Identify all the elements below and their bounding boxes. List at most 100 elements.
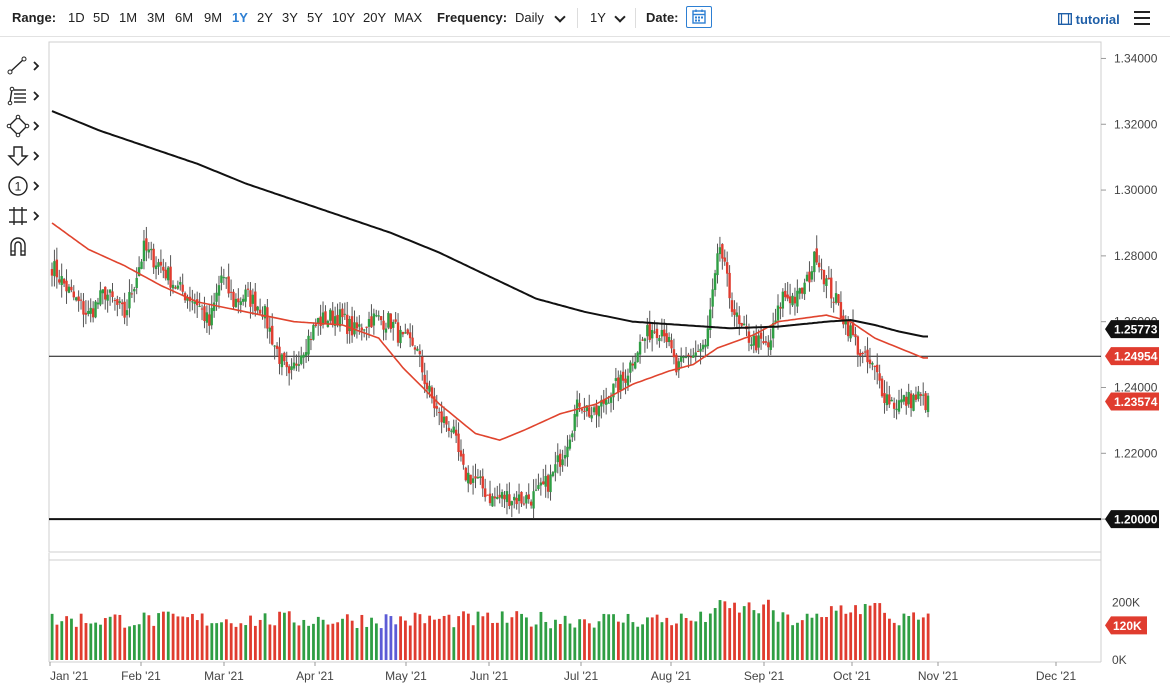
volume-bar: [849, 612, 853, 660]
candle-body: [145, 238, 148, 251]
volume-bar: [147, 615, 151, 660]
line-tool-icon[interactable]: [6, 54, 42, 78]
candle-body: [592, 407, 596, 413]
range-10y[interactable]: 10Y: [332, 10, 356, 25]
price-tag-label: 1.25773: [1114, 323, 1158, 337]
volume-bar: [389, 616, 393, 660]
volume-bar: [587, 623, 591, 660]
volume-bar: [428, 615, 432, 660]
candle-body: [808, 271, 811, 283]
candle-body: [655, 328, 659, 339]
candle-body: [643, 338, 647, 342]
range-3m[interactable]: 3M: [147, 10, 166, 25]
calendar-icon[interactable]: [686, 6, 712, 28]
arrow-tool-icon[interactable]: [6, 144, 42, 168]
volume-bar: [921, 617, 925, 660]
candle-body: [200, 308, 204, 310]
candle-body: [273, 345, 276, 347]
frequency-select[interactable]: Daily: [515, 10, 544, 25]
candle-body: [413, 347, 417, 350]
candle-body: [333, 316, 337, 326]
volume-bar: [142, 612, 146, 660]
magnet-icon[interactable]: [6, 234, 42, 258]
range-max[interactable]: MAX: [394, 10, 423, 25]
candle-body: [590, 415, 593, 419]
volume-bar: [781, 612, 785, 660]
candle-body: [631, 363, 634, 366]
range-3y[interactable]: 3Y: [282, 10, 298, 25]
time-tick-label: Apr '21: [296, 669, 334, 683]
range-9m[interactable]: 9M: [204, 10, 223, 25]
tutorial-link[interactable]: tutorial: [1057, 12, 1120, 27]
volume-bar: [718, 600, 722, 660]
candle-body: [834, 293, 838, 303]
candle-body: [699, 348, 702, 352]
volume-bar: [123, 627, 127, 660]
period-select[interactable]: 1Y: [590, 10, 606, 25]
price-tag: [1105, 320, 1159, 339]
candle-body: [534, 489, 538, 491]
candle-body: [650, 329, 654, 339]
candle-body: [157, 262, 160, 267]
volume-bar: [287, 611, 291, 660]
candle-body: [418, 351, 422, 355]
candle-body: [527, 494, 530, 500]
range-2y[interactable]: 2Y: [257, 10, 273, 25]
volume-bar: [539, 611, 543, 660]
candle-body: [510, 501, 513, 506]
candle-body: [677, 361, 680, 371]
candle-body: [629, 362, 632, 373]
candle-body: [433, 396, 436, 409]
range-1m[interactable]: 1M: [119, 10, 138, 25]
candle-body: [755, 335, 758, 351]
candle-body: [75, 297, 78, 301]
volume-bar: [176, 616, 180, 660]
candle-body: [290, 366, 293, 371]
volume-bar: [907, 615, 911, 660]
volume-bar: [926, 613, 930, 660]
candle-body: [99, 290, 102, 305]
candle-body: [275, 345, 279, 349]
annotation-number-icon[interactable]: 1: [6, 174, 42, 198]
candle-body: [164, 269, 167, 279]
candle-body: [578, 402, 581, 407]
candle-body: [208, 314, 211, 326]
candle-body: [612, 383, 615, 398]
shape-tool-icon[interactable]: [6, 114, 42, 138]
candle-body: [331, 310, 334, 325]
candle-body: [454, 429, 458, 436]
candle-body: [532, 491, 535, 509]
candle-body: [392, 321, 395, 328]
range-6m[interactable]: 6M: [175, 10, 194, 25]
volume-bar: [466, 613, 470, 660]
candle-body: [263, 305, 267, 319]
candle-body: [549, 474, 552, 493]
hamburger-menu-icon[interactable]: [1134, 11, 1150, 25]
range-5y[interactable]: 5Y: [307, 10, 323, 25]
volume-bar: [558, 624, 562, 660]
candle-body: [251, 294, 255, 304]
candle-body: [404, 332, 407, 334]
price-tag-label: 1.23574: [1114, 395, 1158, 409]
candle-body: [302, 354, 305, 358]
candle-body: [689, 356, 693, 358]
candle-body: [861, 352, 864, 354]
range-5d[interactable]: 5D: [93, 10, 110, 25]
price-tag-label: 1.24954: [1114, 350, 1158, 364]
range-20y[interactable]: 20Y: [363, 10, 387, 25]
candle-body: [377, 315, 380, 317]
candle-body: [411, 337, 414, 346]
volume-bar: [413, 612, 417, 660]
range-1d[interactable]: 1D: [68, 10, 85, 25]
volume-bar: [220, 622, 223, 660]
range-1y[interactable]: 1Y: [232, 10, 248, 25]
volume-bar: [70, 618, 73, 660]
measure-tool-icon[interactable]: [6, 204, 42, 228]
candle-body: [900, 399, 903, 403]
candle-body: [750, 344, 753, 346]
volume-bar: [423, 623, 427, 660]
candle-body: [162, 266, 165, 271]
fibonacci-tool-icon[interactable]: [6, 84, 42, 108]
candle-body: [317, 317, 320, 324]
